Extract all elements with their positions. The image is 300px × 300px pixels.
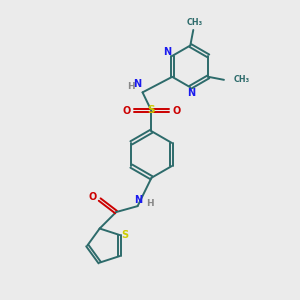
Text: CH₃: CH₃ bbox=[187, 18, 203, 27]
Text: H: H bbox=[146, 199, 153, 208]
Text: S: S bbox=[148, 105, 155, 115]
Text: N: N bbox=[133, 79, 141, 89]
Text: O: O bbox=[123, 106, 131, 116]
Text: N: N bbox=[163, 47, 171, 57]
Text: N: N bbox=[187, 88, 195, 98]
Text: S: S bbox=[122, 230, 129, 240]
Text: H: H bbox=[128, 82, 135, 91]
Text: O: O bbox=[172, 106, 180, 116]
Text: O: O bbox=[89, 192, 97, 202]
Text: N: N bbox=[134, 195, 142, 205]
Text: CH₃: CH₃ bbox=[233, 75, 250, 84]
